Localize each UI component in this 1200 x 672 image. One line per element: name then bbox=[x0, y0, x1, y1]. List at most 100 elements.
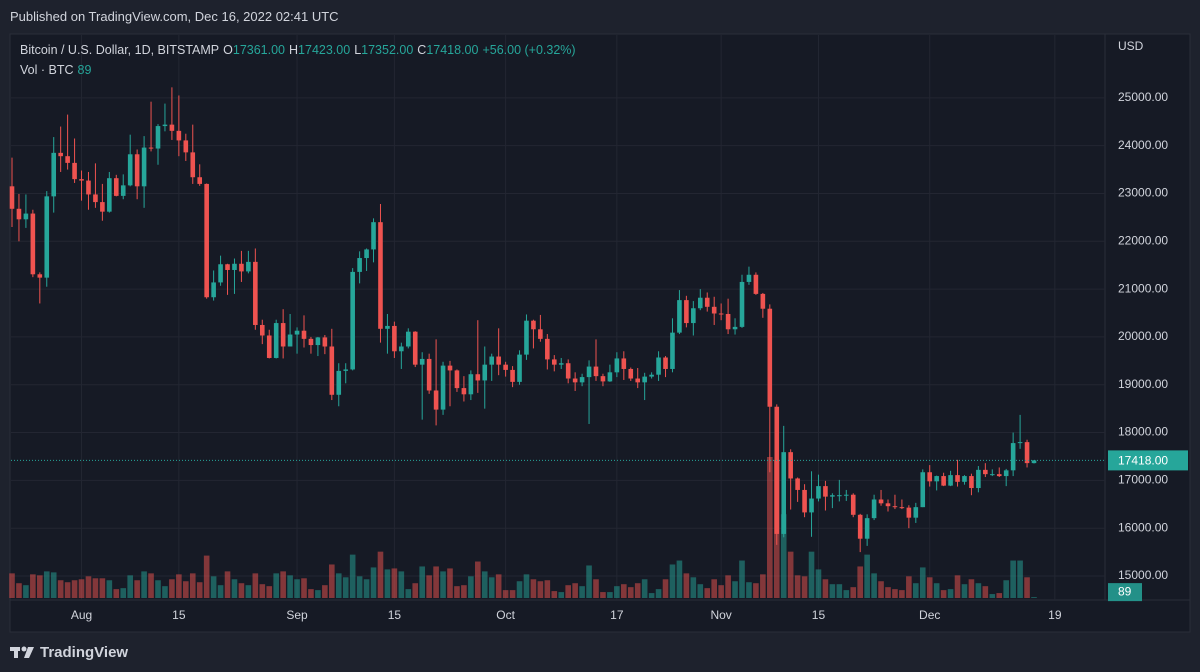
candle-body bbox=[426, 358, 432, 391]
volume-bar bbox=[850, 587, 857, 598]
volume-bar bbox=[836, 584, 843, 598]
volume-bar bbox=[871, 573, 877, 598]
volume-bar bbox=[16, 583, 22, 598]
candle-body bbox=[809, 498, 814, 513]
candle-body bbox=[983, 469, 988, 475]
candle-body bbox=[850, 494, 856, 515]
volume-bar bbox=[342, 577, 349, 598]
candle-body bbox=[148, 147, 154, 149]
candle-body bbox=[176, 130, 182, 141]
volume-bar bbox=[405, 589, 412, 598]
volume-bar bbox=[690, 577, 697, 598]
y-tick-label: 21000.00 bbox=[1118, 281, 1168, 295]
volume-bar bbox=[683, 573, 690, 598]
candle-body bbox=[44, 196, 50, 278]
volume-bar bbox=[711, 579, 717, 598]
volume-bar bbox=[9, 573, 15, 598]
volume-bar bbox=[753, 583, 759, 598]
volume-bar bbox=[461, 585, 467, 598]
volume-bar bbox=[259, 584, 266, 598]
candle-body bbox=[107, 178, 112, 212]
volume-bar bbox=[857, 566, 863, 598]
candle-body bbox=[58, 152, 63, 157]
candle-body bbox=[1003, 470, 1009, 477]
candle-body bbox=[1031, 460, 1037, 464]
volume-bar bbox=[530, 579, 537, 598]
candle-body bbox=[51, 152, 57, 197]
candle-body bbox=[635, 378, 641, 383]
candle-body bbox=[322, 337, 328, 347]
candle-body bbox=[79, 179, 84, 181]
candle-body bbox=[1024, 442, 1030, 464]
change: +56.00 (+0.32%) bbox=[482, 43, 576, 57]
volume-bar bbox=[718, 585, 724, 598]
volume-bar bbox=[273, 573, 279, 598]
chart-pane bbox=[9, 33, 1191, 633]
candle-body bbox=[294, 330, 300, 335]
volume-bar bbox=[23, 585, 29, 598]
volume-bar bbox=[509, 590, 516, 598]
candle-body bbox=[510, 369, 515, 382]
candle-body bbox=[864, 518, 870, 539]
volume-bar bbox=[301, 578, 307, 598]
x-tick-label: 17 bbox=[610, 608, 624, 622]
volume-bar bbox=[50, 572, 57, 598]
volume-bar bbox=[787, 551, 794, 598]
volume-bar bbox=[169, 579, 175, 598]
candle-body bbox=[100, 202, 105, 212]
volume-bar bbox=[614, 586, 620, 598]
y-tick-label: 22000.00 bbox=[1118, 233, 1168, 247]
candle-body bbox=[906, 507, 912, 518]
volume-bar bbox=[579, 586, 585, 598]
x-tick-label: Aug bbox=[71, 608, 92, 622]
y-tick-label: 15000.00 bbox=[1118, 568, 1168, 582]
legend-row: Bitcoin / U.S. Dollar, 1D, BITSTAMP O1736… bbox=[20, 40, 580, 60]
volume-bar bbox=[641, 579, 648, 598]
volume-bar bbox=[565, 585, 571, 598]
candle-body bbox=[551, 359, 557, 365]
candle-body bbox=[753, 274, 759, 294]
volume-bar bbox=[906, 576, 912, 598]
candle-body bbox=[371, 222, 376, 250]
candle-body bbox=[579, 377, 585, 383]
volume-bar bbox=[294, 579, 300, 598]
volume-bar bbox=[57, 580, 64, 598]
candle-body bbox=[913, 507, 919, 518]
symbol: Bitcoin / U.S. Dollar, 1D, BITSTAMP bbox=[20, 43, 220, 57]
candle-body bbox=[816, 486, 821, 499]
candle-body bbox=[607, 372, 613, 382]
last-price-label: 17418.00 bbox=[1118, 454, 1168, 468]
candle-body bbox=[628, 368, 634, 379]
volume-bar bbox=[878, 581, 884, 598]
candle-body bbox=[857, 514, 863, 539]
volume-bar bbox=[697, 584, 704, 598]
volume-bar bbox=[155, 580, 161, 598]
volume-bar bbox=[815, 569, 822, 598]
volume-bar bbox=[113, 589, 120, 598]
candle-body bbox=[9, 186, 15, 209]
volume-bar bbox=[287, 575, 293, 598]
candle-body bbox=[656, 357, 661, 375]
volume-bar bbox=[308, 589, 314, 598]
candle-body bbox=[280, 323, 286, 347]
candle-body bbox=[558, 363, 564, 365]
volume-bar bbox=[621, 584, 627, 598]
candle-body bbox=[350, 271, 355, 370]
volume-bar bbox=[739, 560, 745, 598]
candle-body bbox=[684, 300, 689, 324]
volume-bar bbox=[363, 579, 370, 598]
volume-bar bbox=[537, 581, 544, 598]
volume-bar bbox=[982, 586, 989, 598]
candle-body bbox=[767, 308, 773, 407]
candle-body bbox=[482, 364, 488, 381]
volume-bar bbox=[648, 593, 655, 598]
volume-bar bbox=[593, 579, 599, 598]
candle-body bbox=[677, 300, 682, 333]
candle-body bbox=[155, 126, 161, 149]
candle-body bbox=[586, 366, 592, 378]
volume-bar bbox=[572, 583, 578, 598]
volume-bar bbox=[808, 551, 815, 598]
published: Published on TradingView.com, Dec 16, 20… bbox=[10, 9, 339, 24]
candle-body bbox=[538, 329, 543, 339]
